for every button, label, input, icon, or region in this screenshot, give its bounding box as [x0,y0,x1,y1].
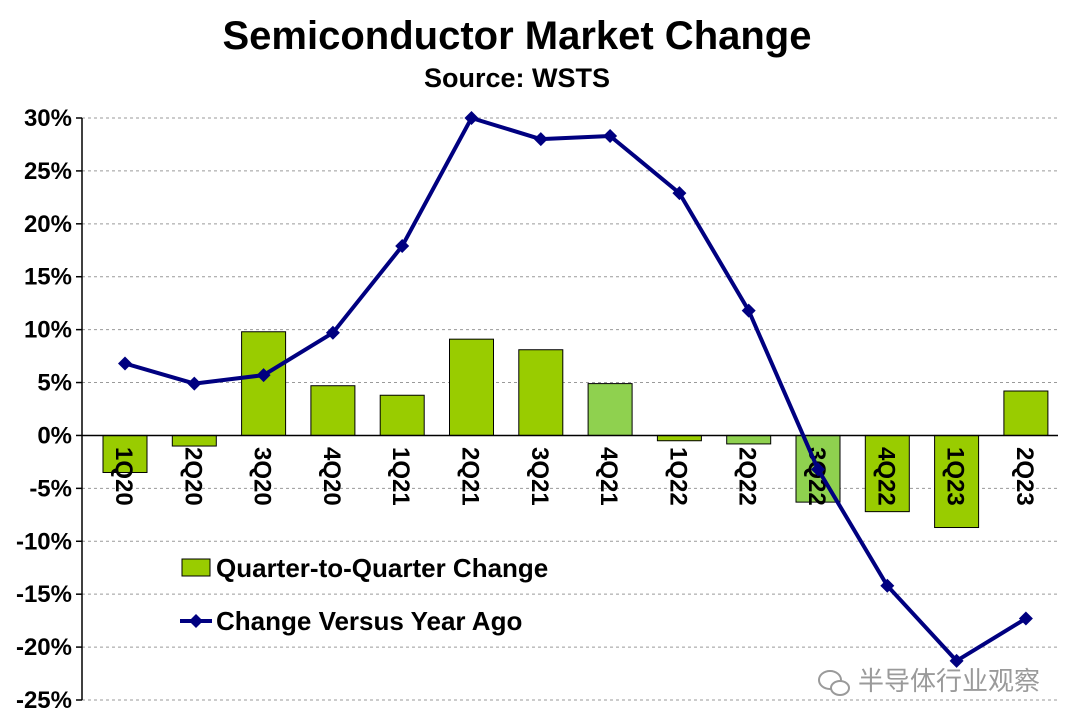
x-category-label: 1Q21 [387,447,414,506]
x-category-label: 1Q23 [942,447,969,506]
bar-4Q22 [864,434,910,513]
yoy-point-4Q21 [603,128,618,143]
bar-4Q20 [310,385,356,436]
legend-bar-label: Quarter-to-Quarter Change [216,553,548,583]
y-tick-label: -10% [16,528,72,555]
legend-diamond-marker [189,614,203,628]
x-category-label: 3Q20 [249,447,276,506]
yoy-point-3Q20 [256,368,271,383]
bar-4Q21 [587,383,633,436]
y-tick-label: -15% [16,581,72,608]
y-tick-label: 10% [24,317,72,344]
yoy-point-2Q23 [1018,611,1033,626]
yoy-point-1Q22 [672,186,687,201]
y-tick-label: 25% [24,158,72,185]
y-tick-label: 5% [37,370,72,397]
yoy-line [124,116,1027,663]
y-tick-label: -20% [16,634,72,661]
gridlines [82,117,1058,701]
yoy-point-1Q23 [949,653,964,668]
y-tick-label: -5% [29,475,72,502]
yoy-point-1Q20 [118,356,132,371]
yoy-point-1Q21 [395,239,410,254]
y-tick-label: -25% [16,687,72,714]
yoy-point-2Q21 [464,111,479,125]
yoy-point-3Q22 [811,462,825,477]
bar-3Q20 [241,331,287,436]
legend: Quarter-to-Quarter Change Change Versus … [180,553,548,636]
bar-3Q21 [518,349,564,436]
chart-title: Semiconductor Market Change [222,14,811,58]
x-category-label: 2Q20 [179,447,206,506]
bar-2Q20 [171,434,217,447]
x-category-label: 2Q21 [457,447,484,506]
x-category-label: 4Q21 [595,447,622,506]
watermark: 半导体行业观察 [818,667,1040,697]
y-axis-ticks: 30% 25% 20% 15% 10% 5% 0% -5% -10% -15% -20% -25% [16,105,82,714]
bar-series [102,331,1049,529]
y-tick-label: 20% [24,211,72,238]
wechat-icon [818,670,850,696]
x-category-label: 3Q22 [803,447,830,506]
x-category-label: 1Q22 [664,447,691,506]
x-category-label: 1Q20 [110,447,137,506]
bar-1Q22 [656,434,702,442]
yoy-point-4Q20 [325,325,340,340]
yoy-point-4Q22 [880,578,895,593]
y-tick-label: 15% [24,264,72,291]
yoy-point-2Q20 [187,376,202,391]
chart-subtitle: Source: WSTS [424,63,610,93]
bar-2Q22 [726,434,772,445]
x-category-label: 4Q22 [872,447,899,506]
legend-line-label: Change Versus Year Ago [216,606,522,636]
yoy-point-2Q22 [741,303,756,318]
bar-1Q21 [379,394,425,436]
legend-bar-swatch [181,558,211,577]
x-category-label: 2Q22 [734,447,761,506]
bar-2Q23 [1003,390,1049,436]
yoy-point-3Q21 [533,132,548,147]
x-category-label: 3Q21 [526,447,553,506]
category-labels: 1Q20 2Q20 3Q20 4Q20 1Q21 2Q21 3Q21 4Q21 1Q22 2Q22… [110,447,1038,506]
bar-1Q23 [934,434,980,529]
bar-2Q21 [449,338,494,436]
x-category-label: 2Q23 [1011,447,1038,506]
line-series [118,111,1033,668]
y-tick-label: 30% [24,105,72,132]
watermark-text: 半导体行业观察 [858,667,1040,697]
y-tick-label: 0% [37,422,72,449]
x-category-label: 4Q20 [318,447,345,506]
